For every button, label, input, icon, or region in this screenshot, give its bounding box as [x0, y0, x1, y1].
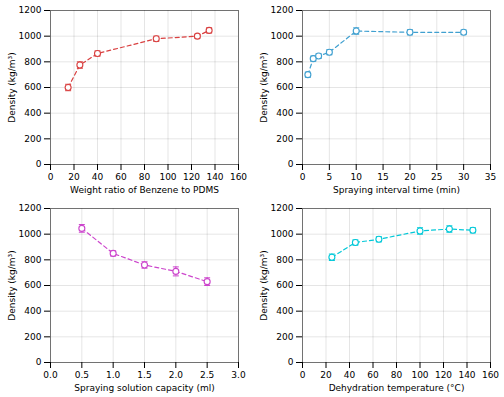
svg-text:35: 35 — [485, 172, 496, 182]
svg-text:120: 120 — [435, 370, 452, 380]
svg-text:60: 60 — [367, 370, 379, 380]
svg-text:80: 80 — [139, 172, 151, 182]
svg-text:1000: 1000 — [19, 229, 42, 239]
svg-text:Spraying solution capacity (ml: Spraying solution capacity (ml) — [74, 383, 214, 393]
svg-text:140: 140 — [458, 370, 475, 380]
svg-text:600: 600 — [24, 82, 41, 92]
svg-text:100: 100 — [159, 172, 176, 182]
svg-text:200: 200 — [276, 332, 293, 342]
svg-text:0: 0 — [48, 172, 54, 182]
svg-text:160: 160 — [230, 172, 247, 182]
svg-text:1.0: 1.0 — [106, 370, 121, 380]
svg-text:0: 0 — [288, 357, 294, 367]
svg-text:30: 30 — [458, 172, 470, 182]
svg-text:0: 0 — [288, 159, 294, 169]
svg-text:800: 800 — [276, 57, 293, 67]
svg-text:Weight ratio of Benzene to PDM: Weight ratio of Benzene to PDMS — [70, 185, 219, 195]
svg-text:400: 400 — [276, 306, 293, 316]
svg-text:600: 600 — [276, 280, 293, 290]
svg-text:20: 20 — [68, 172, 80, 182]
svg-text:1000: 1000 — [271, 31, 294, 41]
svg-text:200: 200 — [24, 332, 41, 342]
svg-text:15: 15 — [377, 172, 388, 182]
svg-text:0: 0 — [300, 370, 306, 380]
svg-text:0: 0 — [36, 357, 42, 367]
svg-text:800: 800 — [276, 255, 293, 265]
svg-text:1000: 1000 — [271, 229, 294, 239]
svg-text:5: 5 — [326, 172, 332, 182]
svg-text:120: 120 — [183, 172, 200, 182]
svg-text:2.0: 2.0 — [169, 370, 184, 380]
svg-text:40: 40 — [344, 370, 356, 380]
svg-text:200: 200 — [24, 134, 41, 144]
svg-text:800: 800 — [24, 57, 41, 67]
svg-text:1000: 1000 — [19, 31, 42, 41]
svg-text:800: 800 — [24, 255, 41, 265]
svg-text:1200: 1200 — [19, 203, 42, 213]
svg-text:Density (kg/m³): Density (kg/m³) — [7, 52, 17, 122]
svg-text:100: 100 — [411, 370, 428, 380]
svg-text:Density (kg/m³): Density (kg/m³) — [259, 250, 269, 320]
svg-text:20: 20 — [320, 370, 332, 380]
svg-text:Density (kg/m³): Density (kg/m³) — [7, 250, 17, 320]
svg-text:0: 0 — [300, 172, 306, 182]
svg-text:400: 400 — [24, 108, 41, 118]
svg-text:1.5: 1.5 — [137, 370, 151, 380]
svg-text:600: 600 — [24, 280, 41, 290]
svg-text:2.5: 2.5 — [200, 370, 214, 380]
svg-text:0: 0 — [36, 159, 42, 169]
svg-text:20: 20 — [404, 172, 416, 182]
svg-text:3.0: 3.0 — [231, 370, 246, 380]
svg-text:Spraying interval time (min): Spraying interval time (min) — [333, 185, 460, 195]
svg-text:80: 80 — [391, 370, 403, 380]
svg-text:0.0: 0.0 — [43, 370, 58, 380]
svg-text:60: 60 — [115, 172, 127, 182]
svg-text:200: 200 — [276, 134, 293, 144]
svg-text:25: 25 — [431, 172, 442, 182]
svg-text:10: 10 — [350, 172, 362, 182]
svg-text:1200: 1200 — [271, 5, 294, 15]
svg-text:0.5: 0.5 — [75, 370, 89, 380]
svg-text:1200: 1200 — [271, 203, 294, 213]
svg-text:40: 40 — [92, 172, 104, 182]
svg-text:600: 600 — [276, 82, 293, 92]
svg-text:Dehydration temperature (°C): Dehydration temperature (°C) — [329, 383, 465, 393]
svg-text:140: 140 — [206, 172, 223, 182]
svg-text:400: 400 — [24, 306, 41, 316]
svg-text:1200: 1200 — [19, 5, 42, 15]
svg-text:Density (kg/m³): Density (kg/m³) — [259, 52, 269, 122]
svg-text:400: 400 — [276, 108, 293, 118]
svg-text:160: 160 — [482, 370, 499, 380]
